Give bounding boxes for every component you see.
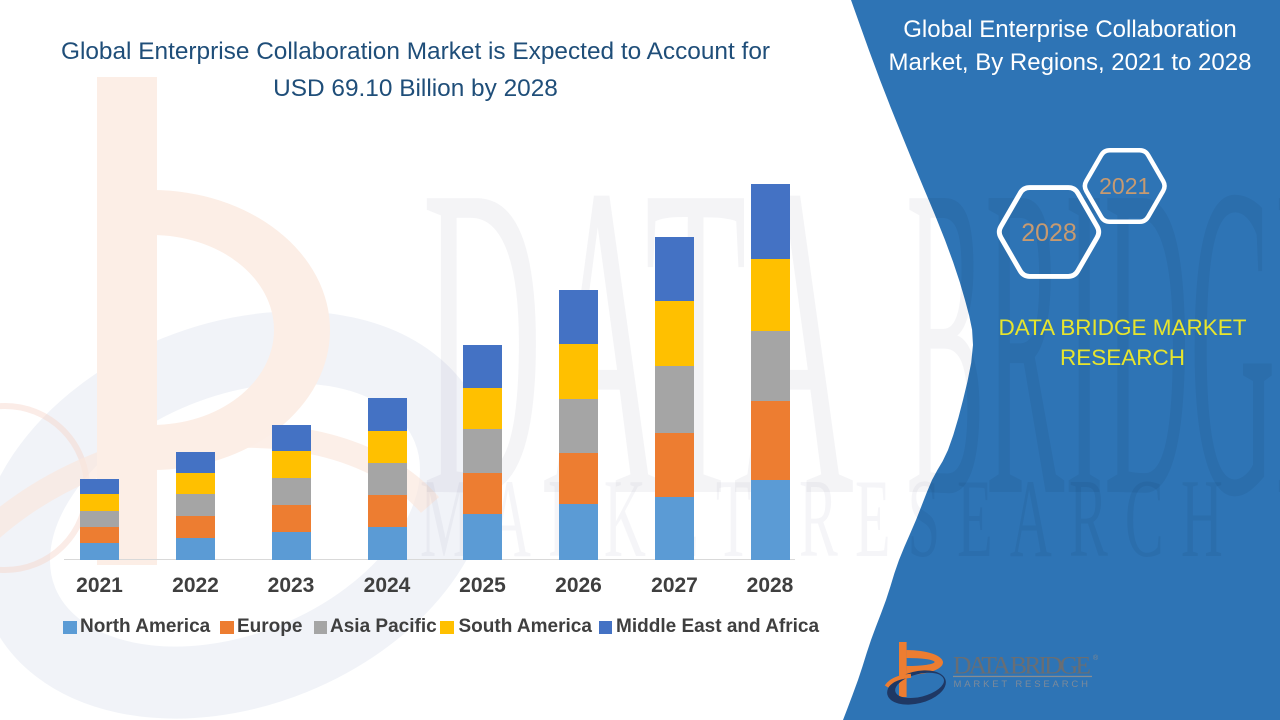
svg-text:®: ® [1093, 654, 1099, 662]
svg-text:2021: 2021 [1099, 173, 1150, 199]
svg-text:MARKET RESEARCH: MARKET RESEARCH [954, 679, 1092, 690]
svg-text:2028: 2028 [1021, 219, 1077, 247]
svg-text:DATA BRIDGE: DATA BRIDGE [953, 651, 1091, 680]
